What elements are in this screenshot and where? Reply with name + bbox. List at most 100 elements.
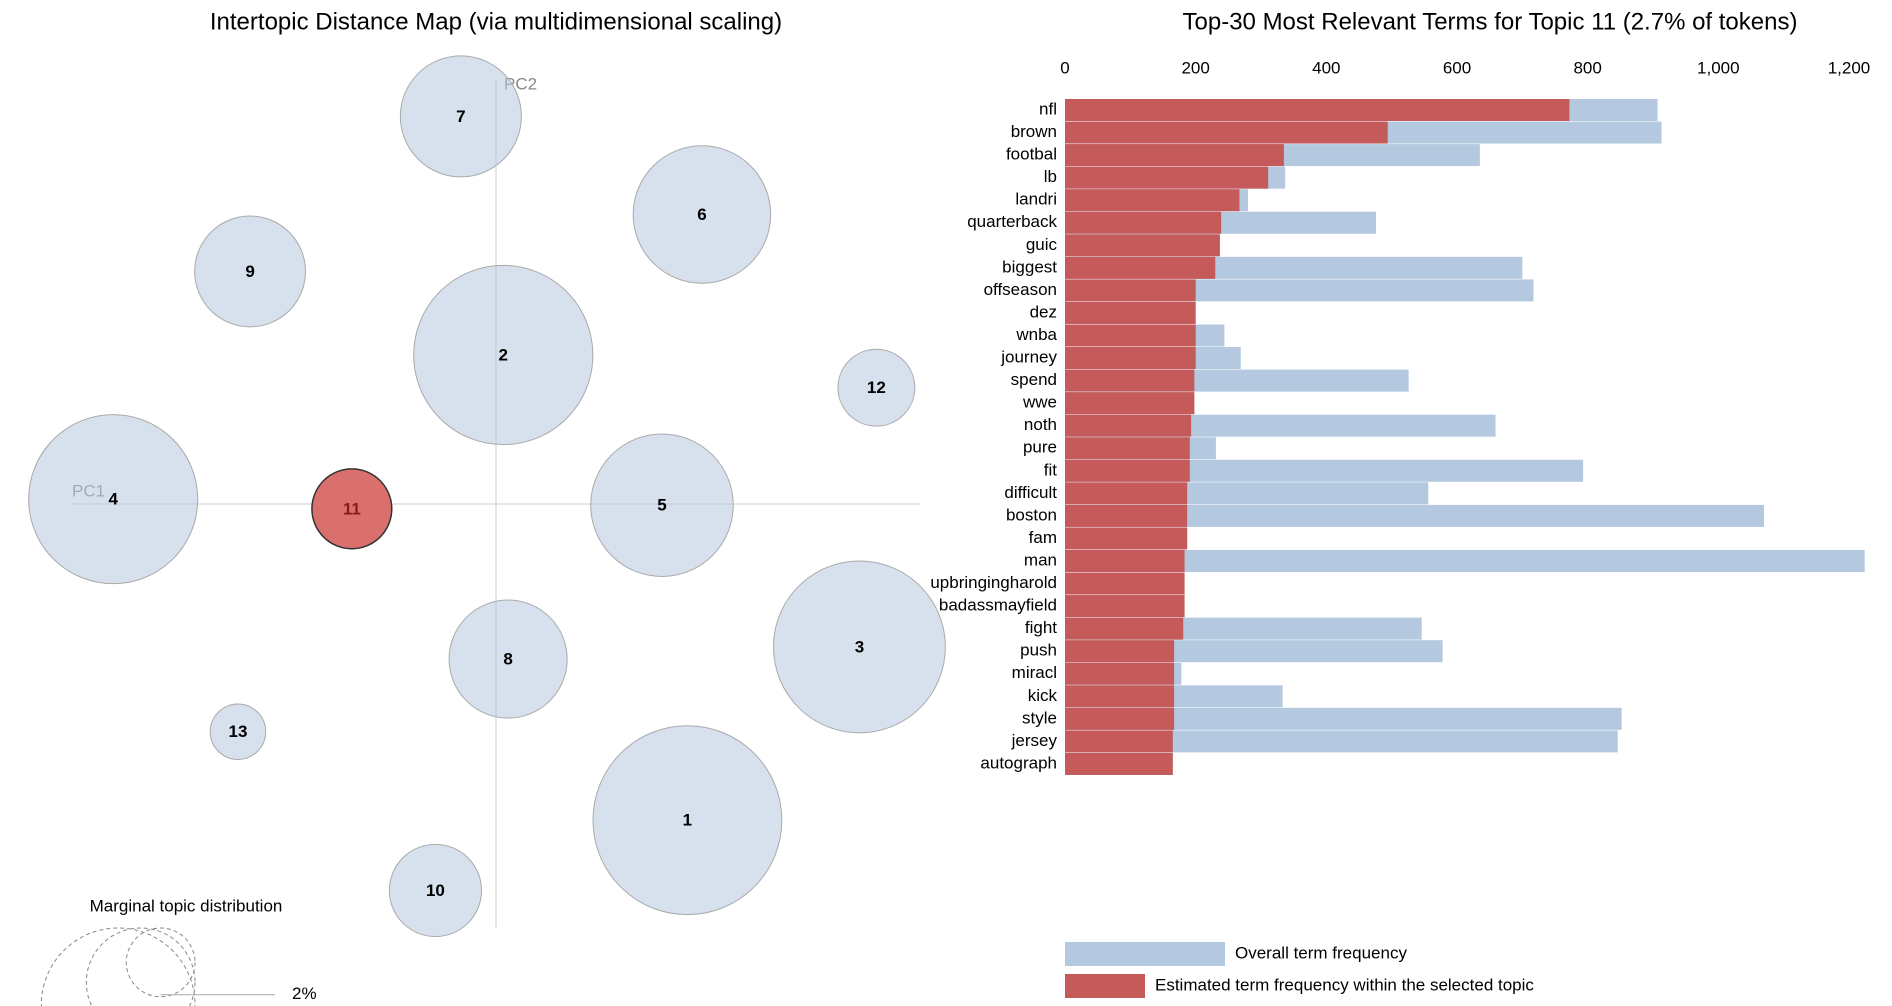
size-legend-circle [85,927,196,1006]
bar [1065,369,1195,392]
bar [1065,121,1388,144]
bar [1065,414,1192,437]
term-label: nfl [1039,99,1057,118]
bar [1065,707,1175,730]
topic-label: 1 [683,811,692,830]
bar [1065,144,1284,167]
topic-label: 5 [657,496,666,515]
x-tick-label: 0 [1060,58,1069,77]
bar [1065,527,1188,550]
size-legend-circle [125,927,196,998]
term-label: miracl [1012,663,1057,682]
term-label: push [1020,641,1057,660]
term-label: dez [1030,302,1057,321]
term-label: fam [1029,528,1057,547]
topic-label: 4 [108,490,118,509]
topic-bubble [399,55,522,178]
term-label: fit [1044,460,1058,479]
bar [1065,166,1269,189]
legend-label: Estimated term frequency within the sele… [1155,975,1534,994]
topic-label: 8 [503,650,512,669]
term-label: brown [1011,122,1057,141]
topic-bubble [388,843,483,938]
term-label: quarterback [967,212,1057,231]
term-label: man [1024,550,1057,569]
topic-bubble [837,348,916,427]
bar [1065,640,1175,663]
bar [1065,707,1622,730]
topic-label: 6 [697,205,706,224]
bar [1065,482,1188,505]
topic-bubble [194,215,306,328]
bar [1065,459,1584,482]
topic-bubble [632,145,772,284]
bar [1065,256,1216,279]
topic-label: 2 [499,345,508,364]
topic-label: 9 [245,262,254,281]
bar [1065,504,1765,527]
x-tick-label: 400 [1312,58,1340,77]
bar [1065,301,1196,324]
left-title: Intertopic Distance Map (via multidimens… [210,8,782,35]
topic-bubble [209,703,267,760]
bar [1065,459,1190,482]
topic-bubble [773,560,946,734]
topic-bubble [448,599,568,719]
topic-bubble [592,725,783,916]
term-label: style [1022,708,1057,727]
x-tick-label: 1,200 [1828,58,1871,77]
topic-label: 12 [867,378,886,397]
term-label: autograph [980,753,1057,772]
topic-label: 13 [229,722,248,741]
bar [1065,685,1175,708]
x-tick-label: 1,000 [1697,58,1740,77]
bar [1065,347,1196,370]
term-label: pure [1023,438,1057,457]
term-label: boston [1006,505,1057,524]
legend-swatch [1065,974,1145,998]
bar [1065,662,1175,685]
term-label: noth [1024,415,1057,434]
legend-swatch [1065,942,1225,966]
term-label: badassmayfield [939,596,1057,615]
term-label: upbringingharold [930,573,1057,592]
topic-label: 11 [343,499,361,518]
topic-bubble [311,468,393,550]
term-label: lb [1044,167,1057,186]
term-label: journey [1000,348,1057,367]
bar [1065,752,1173,775]
bar [1065,99,1570,121]
x-tick-label: 800 [1573,58,1601,77]
bar [1065,189,1240,212]
topic-label: 7 [456,107,465,126]
bar [1065,211,1222,234]
term-label: fight [1025,618,1057,637]
term-label: wnba [1015,325,1057,344]
term-label: spend [1011,370,1057,389]
bar [1065,730,1618,753]
term-label: footbal [1006,145,1057,164]
legend-label: Overall term frequency [1235,943,1407,962]
bar [1065,437,1190,460]
topic-bubble [413,264,594,446]
bar [1065,730,1173,753]
topic-label: 3 [855,637,864,656]
size-legend-label: 2% [292,984,317,1003]
size-legend-title: Marginal topic distribution [90,896,283,915]
topic-bubble [590,433,734,577]
term-label: wwe [1022,393,1057,412]
term-label: offseason [984,280,1057,299]
topic-bubble [28,414,199,585]
right-title: Top-30 Most Relevant Terms for Topic 11 … [1183,8,1798,35]
term-label: jersey [1011,731,1058,750]
bar [1065,504,1188,527]
term-label: difficult [1004,483,1057,502]
term-label: landri [1015,190,1057,209]
bar [1065,234,1220,257]
bar [1065,550,1185,572]
x-tick-label: 600 [1443,58,1471,77]
bar [1065,572,1185,595]
topic-label: 10 [426,881,445,900]
term-label: kick [1028,686,1058,705]
